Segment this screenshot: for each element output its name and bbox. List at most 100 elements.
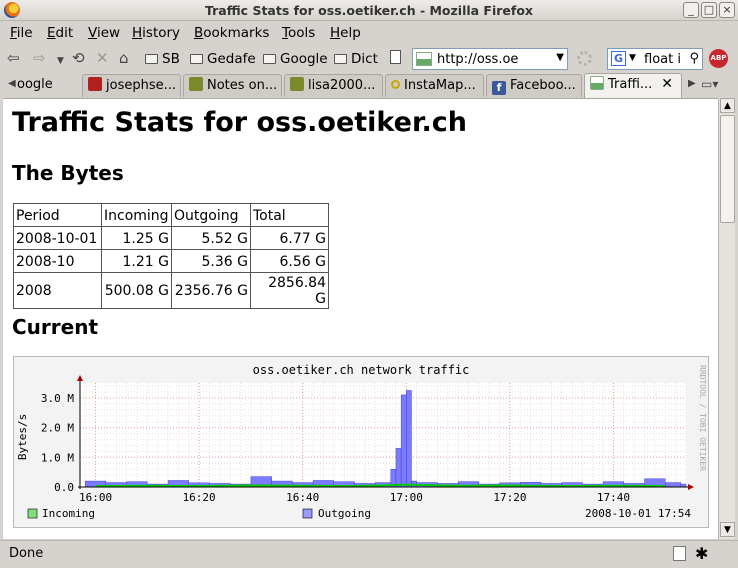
chevron-down-icon[interactable]: ▼ <box>57 56 64 66</box>
search-bar[interactable]: G ▼ ⚲ <box>607 48 703 70</box>
y-tick-label: 3.0 M <box>41 392 74 405</box>
bytes-table: Period Incoming Outgoing Total 2008-10-0… <box>13 203 329 309</box>
x-tick-label: 17:20 <box>493 491 526 504</box>
firefox-icon <box>4 2 20 18</box>
minimize-button[interactable]: _ <box>683 2 699 18</box>
statusbar: Done ✱ <box>0 540 738 568</box>
table-cell: 6.56 G <box>250 249 329 273</box>
table-row: 2008 500.08 G 2356.76 G 2856.84 G <box>13 272 329 309</box>
adblock-icon[interactable]: ABP <box>709 49 728 68</box>
table-cell: 2008-10 <box>13 249 102 273</box>
close-window-button[interactable]: × <box>719 2 735 18</box>
section-heading-bytes: The Bytes <box>12 161 124 185</box>
window-title: Traffic Stats for oss.oetiker.ch - Mozil… <box>204 3 533 18</box>
scroll-down-icon[interactable]: ▼ <box>720 522 735 537</box>
table-header: Incoming <box>101 203 172 227</box>
chevron-down-icon[interactable]: ▼ <box>629 53 636 63</box>
tab-traffic-stats[interactable]: Traffi... ✕ <box>584 73 682 98</box>
menu-file[interactable]: File <box>10 25 33 41</box>
bookmark-google[interactable]: Google <box>263 51 328 67</box>
table-cell: 2008 <box>13 272 102 309</box>
outgoing-bar <box>400 394 407 488</box>
x-tick-label: 16:00 <box>79 491 112 504</box>
table-cell: 6.77 G <box>250 226 329 250</box>
bookmark-sb[interactable]: SB <box>145 51 180 67</box>
traffic-chart-svg: 0.0 1.0 M 2.0 M 3.0 M 16:00 16:20 16:40 17:00 17… <box>16 365 707 520</box>
x-axis-arrow <box>688 484 694 490</box>
outgoing-bar <box>406 390 412 488</box>
menu-bookmarks[interactable]: Bookmarks <box>194 25 270 41</box>
google-engine-icon[interactable]: G <box>611 51 626 66</box>
legend-label-outgoing: Outgoing <box>318 507 371 520</box>
maximize-button[interactable]: □ <box>701 2 717 18</box>
y-tick-label: 2.0 M <box>41 422 74 435</box>
table-header: Period <box>13 203 102 227</box>
facebook-icon: f <box>492 81 506 95</box>
tab-instamap[interactable]: InstaMap... <box>385 74 484 97</box>
stop-icon[interactable]: ✕ <box>96 49 109 67</box>
x-tick-label: 16:40 <box>286 491 319 504</box>
bookmark-dict[interactable]: Dict <box>334 51 378 67</box>
table-cell: 2008-10-01 <box>13 226 102 250</box>
y-axis-arrow <box>77 375 83 381</box>
tab-favicon-icon <box>391 80 400 89</box>
menu-edit[interactable]: Edit <box>47 25 74 41</box>
chevron-down-icon[interactable]: ▼ <box>556 52 564 63</box>
scroll-thumb[interactable] <box>720 115 735 223</box>
window-titlebar: Traffic Stats for oss.oetiker.ch - Mozil… <box>0 0 738 21</box>
table-cell: 1.21 G <box>101 249 172 273</box>
outgoing-bar <box>395 448 402 488</box>
status-text: Done <box>9 546 44 561</box>
tab-josephse[interactable]: josephse... <box>82 74 181 97</box>
tab-favicon-icon <box>590 76 604 90</box>
scroll-up-icon[interactable]: ▲ <box>720 98 735 113</box>
menu-view[interactable]: View <box>88 25 121 41</box>
legend-swatch-incoming <box>27 508 38 519</box>
home-icon[interactable]: ⌂ <box>119 49 129 67</box>
tab-facebook[interactable]: f Faceboo... <box>486 74 582 97</box>
outgoing-bar <box>665 482 682 488</box>
table-row: 2008-10 1.21 G 5.36 G 6.56 G <box>13 249 329 273</box>
search-input[interactable] <box>644 51 686 67</box>
back-icon[interactable]: ⇦ <box>7 49 20 67</box>
plot-area <box>80 383 686 487</box>
vertical-scrollbar[interactable]: ▲ ▼ <box>718 98 735 539</box>
table-header: Outgoing <box>171 203 251 227</box>
menu-help[interactable]: Help <box>330 25 361 41</box>
x-tick-label: 17:00 <box>390 491 423 504</box>
folder-icon <box>145 54 158 64</box>
tab-notes[interactable]: Notes on... <box>183 74 282 97</box>
section-heading-current: Current <box>12 315 99 339</box>
tab-lisa2000[interactable]: lisa2000... <box>284 74 383 97</box>
incoming-line <box>95 483 666 488</box>
throbber-icon <box>577 51 592 66</box>
bookmark-gedafe[interactable]: Gedafe <box>190 51 256 67</box>
menu-tools[interactable]: Tools <box>282 25 316 41</box>
navigation-toolbar: ⇦ ⇨ ▼ ⟲ ✕ ⌂ SB Gedafe Google Dict ▼ G ▼ … <box>0 45 738 73</box>
tab-favicon-icon <box>290 77 304 91</box>
search-icon[interactable]: ⚲ <box>689 51 699 66</box>
chart-timestamp: 2008-10-01 17:54 <box>585 507 691 520</box>
site-favicon-icon <box>416 52 432 66</box>
folder-icon <box>263 54 276 64</box>
page-icon[interactable] <box>390 50 401 64</box>
folder-icon <box>190 54 203 64</box>
forward-icon[interactable]: ⇨ <box>33 49 46 67</box>
bug-icon[interactable]: ✱ <box>695 544 709 563</box>
tab-scroll-left-icon[interactable]: ◀ <box>8 78 16 89</box>
tab-scroll-right-icon[interactable]: ▶ <box>688 78 696 89</box>
tab-bar: ◀ oogle josephse... Notes on... lisa2000… <box>0 73 738 98</box>
legend-label-incoming: Incoming <box>42 507 95 520</box>
page-report-icon[interactable] <box>673 546 686 561</box>
menu-history[interactable]: History <box>132 25 181 41</box>
legend-swatch-outgoing <box>302 508 313 519</box>
tab-favicon-icon <box>88 77 102 91</box>
tab-google[interactable]: oogle <box>17 77 53 92</box>
url-bar[interactable]: ▼ <box>412 48 568 70</box>
table-header: Total <box>250 203 329 227</box>
close-tab-icon[interactable]: ✕ <box>661 76 673 92</box>
all-tabs-icon[interactable]: ▭▾ <box>701 77 719 91</box>
url-input[interactable] <box>437 51 549 67</box>
reload-icon[interactable]: ⟲ <box>72 49 85 67</box>
table-cell: 2356.76 G <box>171 272 251 309</box>
